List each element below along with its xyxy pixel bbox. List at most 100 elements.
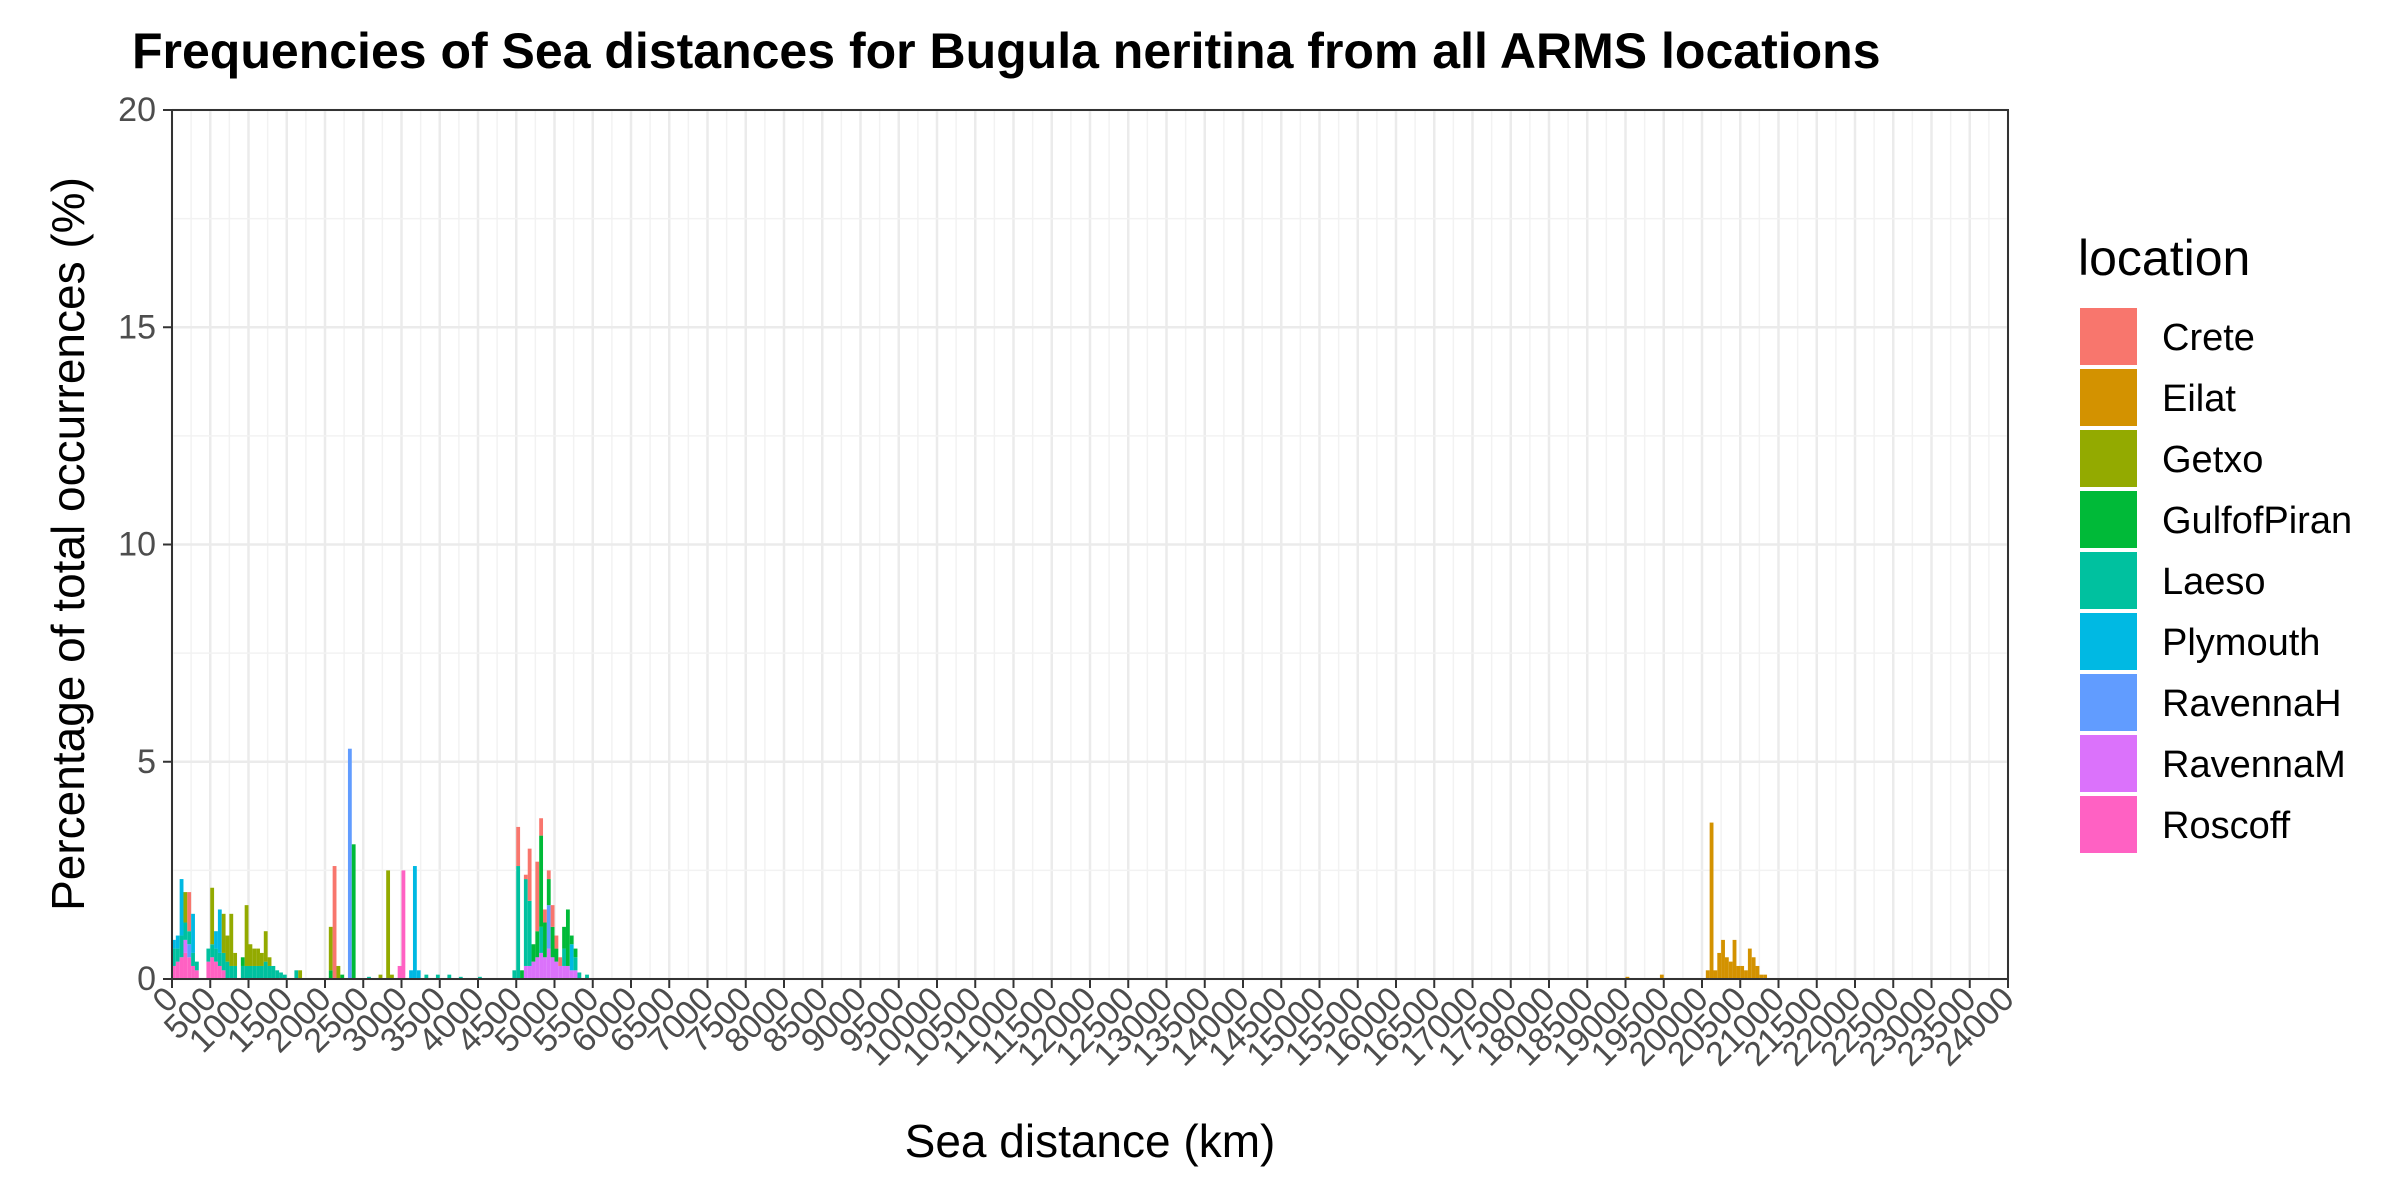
bar-segment-eilat — [1717, 952, 1722, 979]
bar-segment-eilat — [1732, 939, 1737, 979]
bar-segment-ravennam — [554, 961, 559, 979]
bar-segment-ravennam — [569, 970, 574, 979]
bar-segment-plymouth — [416, 970, 421, 979]
legend-label-crete: Crete — [2162, 317, 2255, 359]
legend-label-getxo: Getxo — [2162, 439, 2263, 481]
legend-key-roscoff — [2080, 796, 2137, 853]
bar-segment-laeso — [191, 952, 195, 966]
bar-segment-getxo — [210, 887, 215, 945]
bar-segment-ravennam — [565, 965, 570, 979]
bar-segment-eilat — [1740, 965, 1745, 979]
chart-title: Frequencies of Sea distances for Bugula … — [132, 23, 1881, 79]
bar-segment-getxo — [248, 944, 253, 966]
bar-segment-laeso — [179, 935, 184, 958]
grid-lines — [170, 108, 2010, 981]
bar-segment-plymouth — [217, 909, 222, 953]
bar-segment-eilat — [1751, 957, 1756, 979]
bar-segment-laeso — [240, 965, 245, 979]
bar-segment-gulfofpiran — [240, 957, 245, 966]
bar-segment-crete — [546, 870, 551, 880]
bar-segment-ravennam — [550, 957, 555, 979]
bar-segment-roscoff — [175, 961, 180, 979]
bar-segment-laeso — [478, 976, 482, 979]
bar-segment-getxo — [244, 905, 249, 966]
bar-segment-ravennam — [523, 965, 528, 979]
bar-segment-laeso — [539, 926, 544, 953]
bar-segment-laeso — [512, 970, 517, 979]
bar-segment-gulfofpiran — [351, 844, 356, 979]
legend-key-eilat — [2080, 369, 2137, 426]
y-tick-label: 5 — [137, 743, 156, 781]
bar-segment-getxo — [267, 957, 272, 966]
bar-segment-getxo — [263, 931, 268, 962]
bar-segment-eilat — [1728, 961, 1733, 979]
bar-segment-eilat — [1755, 965, 1760, 979]
bar-segment-laeso — [523, 879, 528, 966]
bar-segment-getxo — [233, 952, 238, 966]
bar-segment-eilat — [1736, 965, 1741, 979]
bar-segment-laeso — [424, 974, 429, 979]
bar-segment-laeso — [263, 961, 268, 979]
bar-segment-ravennah — [347, 748, 352, 979]
bar-segment-laeso — [229, 965, 234, 979]
y-axis-title: Percentage of total occurrences (%) — [42, 177, 94, 911]
bar-segment-getxo — [183, 892, 188, 923]
bar-segment-laeso — [367, 976, 371, 979]
bar-segment-eilat — [1724, 957, 1729, 979]
bar-segment-gulfofpiran — [573, 948, 578, 958]
legend-key-ravennah — [2080, 674, 2137, 731]
bar-segment-laeso — [233, 965, 238, 979]
bar-segment-plymouth — [175, 935, 180, 949]
bar-segment-roscoff — [172, 965, 176, 979]
bar-segment-laeso — [259, 965, 264, 979]
bar-segment-laeso — [275, 970, 280, 979]
bars-layer — [172, 748, 1768, 979]
bar-segment-laeso — [206, 948, 211, 962]
bar-segment-gulfofpiran — [328, 970, 333, 979]
bar-segment-ravennam — [527, 965, 532, 979]
bar-segment-gulfofpiran — [550, 926, 555, 958]
legend-key-ravennam — [2080, 735, 2137, 792]
legend: location Crete Eilat Getxo GulfofPiran Laeso… — [2078, 230, 2352, 853]
bar-segment-ravennam — [183, 939, 188, 953]
bar-segment-eilat — [1705, 970, 1710, 979]
bar-segment-laeso — [244, 965, 249, 979]
bar-segment-laeso — [221, 952, 226, 971]
bar-segment-ravennam — [539, 952, 544, 979]
bar-segment-crete — [543, 909, 547, 923]
bar-segment-eilat — [1709, 822, 1714, 979]
bar-segment-gulfofpiran — [535, 931, 540, 958]
bar-segment-crete — [516, 826, 521, 867]
bar-segment-crete — [550, 905, 555, 927]
bar-segment-roscoff — [206, 961, 211, 979]
bar-segment-laeso — [447, 974, 452, 979]
legend-label-plymouth: Plymouth — [2162, 622, 2320, 664]
bar-segment-ravennah — [546, 905, 551, 949]
legend-title: location — [2078, 230, 2250, 286]
bar-segment-crete — [535, 861, 540, 932]
bar-segment-gulfofpiran — [565, 909, 570, 966]
bar-segment-crete — [554, 935, 559, 949]
y-tick-label: 20 — [118, 91, 156, 129]
y-tick-label: 10 — [118, 526, 156, 564]
bar-segment-laeso — [248, 965, 253, 979]
bar-segment-laeso — [294, 970, 299, 979]
bar-segment-gulfofpiran — [562, 926, 566, 949]
bar-segment-getxo — [328, 926, 333, 971]
bar-segment-laeso — [562, 948, 566, 966]
legend-key-gulfofpiran — [2080, 491, 2137, 548]
bar-segment-plymouth — [412, 866, 417, 979]
bar-segment-getxo — [390, 974, 394, 979]
bar-segment-laeso — [458, 976, 463, 979]
bar-segment-roscoff — [191, 965, 195, 979]
bar-segment-roscoff — [401, 870, 406, 979]
bar-segment-gulfofpiran — [520, 970, 524, 979]
bar-segment-eilat — [1747, 948, 1752, 979]
bar-segment-ravennah — [187, 944, 192, 958]
bar-segment-roscoff — [217, 965, 222, 979]
bar-segment-getxo — [298, 970, 303, 979]
bar-segment-laeso — [585, 974, 589, 979]
bar-segment-laeso — [527, 900, 532, 966]
bar-segment-getxo — [229, 913, 234, 966]
